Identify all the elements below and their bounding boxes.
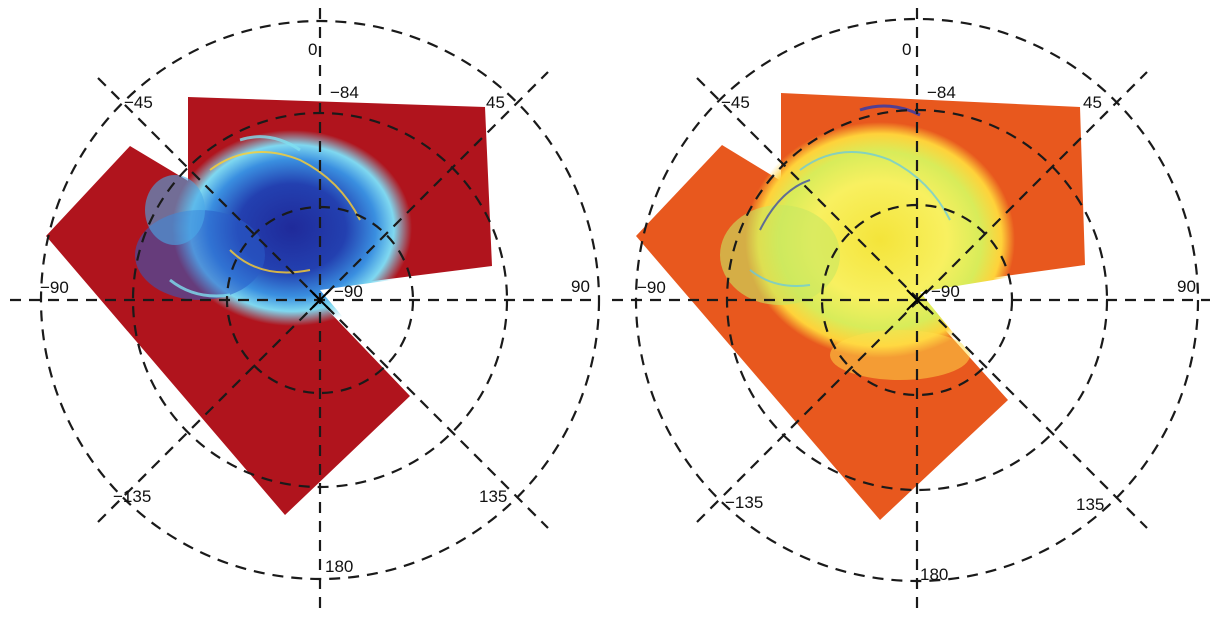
left-swath-diagonal — [46, 146, 410, 515]
right-label-pole: −90 — [931, 282, 960, 301]
left-label-lon-180: 180 — [325, 557, 353, 576]
left-data-swaths — [46, 97, 492, 515]
left-label-lon-m90: −90 — [40, 278, 69, 297]
left-label-lon-90: 90 — [571, 277, 590, 296]
right-label-lon-0: 0 — [902, 40, 911, 59]
left-label-lon-0: 0 — [308, 40, 317, 59]
left-polar-map: 0 45 90 135 180 −135 −90 −45 −84 −90 — [10, 8, 601, 612]
right-label-lat-outer: −84 — [927, 83, 956, 102]
left-label-lon-m135: −135 — [113, 487, 151, 506]
left-label-lon-m45: −45 — [124, 93, 153, 112]
right-polar-map: 0 45 90 135 180 −135 −90 −45 −84 −90 — [612, 8, 1210, 612]
left-label-pole: −90 — [334, 282, 363, 301]
right-label-lon-m45: −45 — [721, 93, 750, 112]
right-label-lon-45: 45 — [1083, 93, 1102, 112]
left-label-lat-outer: −84 — [330, 83, 359, 102]
right-label-lon-180: 180 — [920, 565, 948, 584]
left-labels: 0 45 90 135 180 −135 −90 −45 −84 −90 — [40, 40, 590, 576]
right-label-lon-m135: −135 — [725, 493, 763, 512]
left-vortex-field — [135, 130, 412, 326]
right-label-lon-m90: −90 — [637, 278, 666, 297]
right-pole-marker-2 — [906, 289, 928, 311]
right-data-swaths — [636, 93, 1085, 520]
right-grid — [612, 8, 1210, 612]
left-grid — [10, 8, 601, 612]
left-label-lon-135: 135 — [479, 487, 507, 506]
left-pole-marker-2 — [309, 289, 331, 311]
right-label-lon-135: 135 — [1076, 495, 1104, 514]
right-labels: 0 45 90 135 180 −135 −90 −45 −84 −90 — [637, 40, 1196, 584]
left-label-lon-45: 45 — [486, 93, 505, 112]
right-label-lon-90: 90 — [1177, 277, 1196, 296]
